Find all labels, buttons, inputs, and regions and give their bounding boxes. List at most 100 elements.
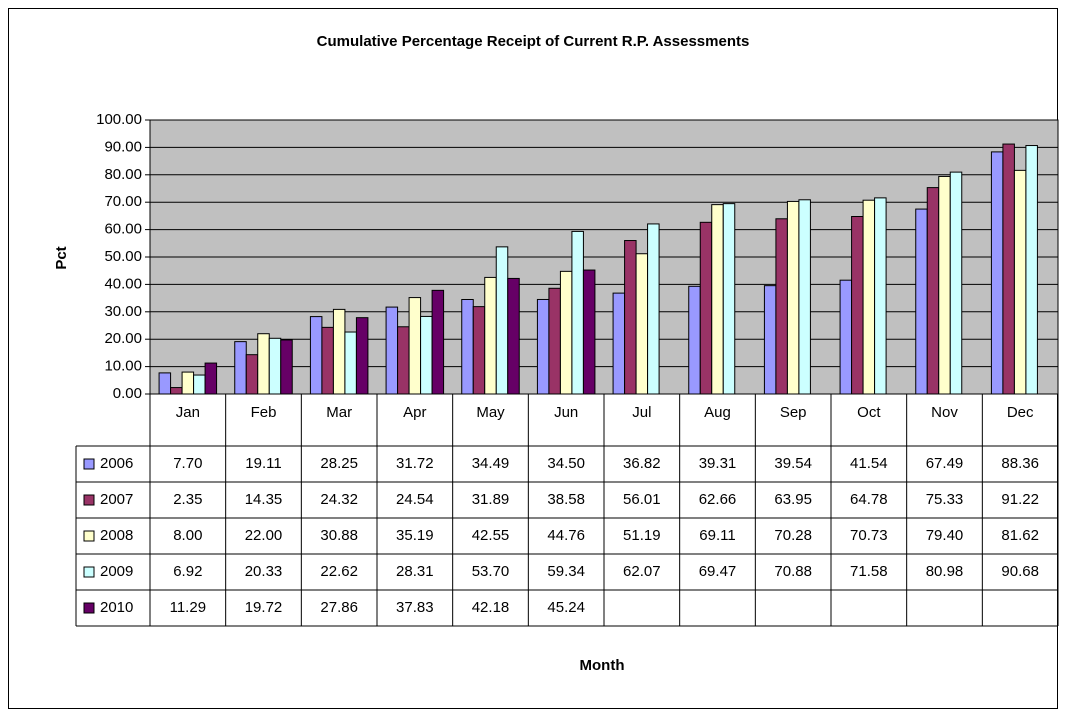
- table-value: 30.88: [320, 527, 358, 544]
- bar: [507, 277, 520, 395]
- bar: [647, 223, 660, 395]
- bar: [571, 230, 584, 395]
- bar: [548, 287, 561, 395]
- table-value: 51.19: [623, 527, 661, 544]
- bar: [624, 240, 637, 395]
- table-value: 22.00: [245, 527, 283, 544]
- bar: [711, 204, 724, 395]
- table-value: 6.92: [173, 563, 202, 580]
- table-value: 24.32: [320, 491, 358, 508]
- bar: [582, 269, 596, 395]
- table-value: 34.49: [472, 455, 510, 472]
- y-tick-label: 30.00: [104, 303, 142, 320]
- table-value: 71.58: [850, 563, 888, 580]
- bar: [862, 199, 876, 395]
- x-tick-label: Jan: [176, 404, 200, 421]
- y-tick-label: 0.00: [113, 385, 142, 402]
- y-tick-label: 70.00: [104, 193, 142, 210]
- bar: [536, 298, 550, 395]
- legend-label: 2009: [100, 563, 133, 580]
- bar: [397, 326, 410, 395]
- bar: [332, 308, 346, 395]
- bar: [851, 216, 864, 395]
- legend-key: [83, 566, 95, 578]
- bar: [385, 306, 399, 395]
- bar: [786, 200, 800, 395]
- x-tick-label: Jun: [554, 404, 578, 421]
- x-tick-label: Jul: [632, 404, 651, 421]
- table-value: 31.72: [396, 455, 434, 472]
- bar: [158, 372, 172, 395]
- x-tick-label: Aug: [704, 404, 731, 421]
- table-value: 70.28: [774, 527, 812, 544]
- legend-label: 2008: [100, 527, 133, 544]
- bar: [245, 354, 259, 395]
- table-value: 64.78: [850, 491, 888, 508]
- bar: [699, 221, 713, 395]
- bar: [204, 362, 218, 395]
- y-tick-label: 50.00: [104, 248, 142, 265]
- bar: [309, 316, 323, 395]
- table-value: 24.54: [396, 491, 434, 508]
- bar: [321, 326, 334, 395]
- table-value: 80.98: [926, 563, 964, 580]
- table-value: 19.11: [245, 455, 281, 472]
- x-tick-label: May: [476, 404, 505, 421]
- table-value: 69.11: [699, 527, 735, 544]
- x-tick-label: Feb: [251, 404, 277, 421]
- bar: [181, 371, 195, 395]
- table-value: 36.82: [623, 455, 661, 472]
- table-value: 69.47: [699, 563, 737, 580]
- legend-key: [83, 494, 95, 506]
- table-value: 70.88: [774, 563, 812, 580]
- bar: [234, 341, 247, 395]
- table-value: 81.62: [1001, 527, 1039, 544]
- bar: [1025, 145, 1038, 395]
- y-tick-label: 20.00: [104, 330, 142, 347]
- x-tick-label: Oct: [857, 404, 881, 421]
- bar: [1002, 143, 1015, 395]
- bar: [926, 187, 940, 395]
- table-value: 27.86: [320, 599, 358, 616]
- bar: [839, 279, 853, 395]
- table-value: 35.19: [396, 527, 434, 544]
- legend-key: [83, 530, 95, 542]
- bar: [355, 317, 369, 395]
- table-value: 91.22: [1001, 491, 1039, 508]
- table-value: 67.49: [926, 455, 964, 472]
- legend-label: 2010: [100, 599, 133, 616]
- table-value: 45.24: [547, 599, 585, 616]
- table-value: 37.83: [396, 599, 434, 616]
- table-value: 53.70: [472, 563, 510, 580]
- bar: [472, 306, 486, 395]
- chart-title: Cumulative Percentage Receipt of Current…: [317, 33, 750, 50]
- legend-label: 2007: [100, 491, 133, 508]
- table-value: 56.01: [623, 491, 661, 508]
- table-value: 63.95: [774, 491, 812, 508]
- bar: [193, 374, 206, 395]
- y-tick-label: 90.00: [104, 138, 142, 155]
- bar: [431, 289, 445, 395]
- bar: [408, 297, 422, 395]
- y-tick-label: 100.00: [96, 111, 142, 128]
- bar: [874, 197, 887, 395]
- x-tick-label: Dec: [1007, 404, 1034, 421]
- bar: [1013, 169, 1027, 395]
- table-value: 19.72: [245, 599, 283, 616]
- table-value: 42.55: [472, 527, 510, 544]
- bar: [170, 387, 183, 395]
- bar: [612, 292, 626, 395]
- table-value: 11.29: [170, 599, 206, 616]
- table-value: 41.54: [850, 455, 888, 472]
- bar: [280, 339, 293, 395]
- x-tick-label: Mar: [326, 404, 352, 421]
- bar: [495, 246, 509, 395]
- table-value: 22.62: [320, 563, 358, 580]
- x-axis-label: Month: [580, 657, 625, 674]
- legend-label: 2006: [100, 455, 133, 472]
- bar: [763, 285, 777, 395]
- bar: [268, 337, 282, 395]
- y-tick-label: 80.00: [104, 166, 142, 183]
